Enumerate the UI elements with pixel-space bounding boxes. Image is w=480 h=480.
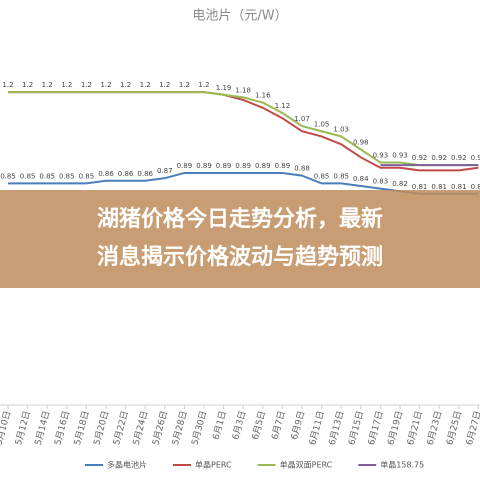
data-label: 1.2 — [140, 81, 151, 89]
data-label: 1.12 — [275, 102, 291, 110]
data-label: 0.83 — [373, 178, 389, 186]
data-label: 0.92 — [412, 154, 428, 162]
legend-label: 单晶PERC — [195, 460, 232, 470]
data-label: 1.07 — [294, 115, 310, 123]
data-label: 0.98 — [353, 139, 369, 147]
data-label: 0.86 — [98, 170, 114, 178]
data-label: 0.85 — [79, 172, 95, 180]
banner — [0, 190, 480, 288]
data-label: 0.92 — [431, 154, 447, 162]
data-label: 0.89 — [196, 162, 212, 170]
data-label: 0.81 — [412, 183, 428, 191]
data-label: 0.85 — [333, 172, 349, 180]
data-label: 0.81 — [451, 183, 467, 191]
data-label: 0.86 — [137, 170, 153, 178]
legend-label: 多晶电池片 — [107, 460, 147, 470]
data-label: 1.2 — [120, 81, 131, 89]
data-label: 0.86 — [118, 170, 134, 178]
data-label: 1.2 — [159, 81, 170, 89]
data-label: 1.2 — [100, 81, 111, 89]
data-label: 0.81 — [431, 183, 447, 191]
data-label: 0.93 — [392, 152, 408, 160]
data-label: 0.93 — [373, 152, 389, 160]
banner-text: 湖猪价格今日走势分析，最新 — [97, 206, 383, 232]
data-label: 1.2 — [61, 81, 72, 89]
banner-text: 消息揭示价格波动与趋势预测 — [97, 244, 383, 270]
data-label: 0.85 — [314, 172, 330, 180]
data-label: 0.85 — [0, 172, 16, 180]
legend-label: 单晶双面PERC — [280, 460, 333, 470]
data-label: 0.89 — [255, 162, 271, 170]
data-label: 0.85 — [20, 172, 36, 180]
data-label: 1.2 — [198, 81, 209, 89]
chart-title: 电池片（元/W） — [192, 9, 287, 24]
data-label: 1.16 — [255, 92, 271, 100]
data-label: 0.82 — [392, 180, 408, 188]
data-label: 1.2 — [81, 81, 92, 89]
legend-label: 单晶158.75 — [380, 460, 424, 470]
data-label: 0.87 — [157, 167, 173, 175]
data-label: 1.2 — [179, 81, 190, 89]
data-label: 0.89 — [216, 162, 232, 170]
data-label: 1.18 — [235, 86, 251, 94]
data-label: 0.89 — [235, 162, 251, 170]
series-line — [8, 91, 479, 167]
data-label: 1.19 — [216, 84, 232, 92]
data-label: 0.92 — [471, 154, 480, 162]
data-label: 1.03 — [333, 125, 349, 133]
data-label: 1.2 — [42, 81, 53, 89]
data-label: 1.2 — [22, 81, 33, 89]
data-label: 1.05 — [314, 120, 330, 128]
data-label: 0.81 — [471, 183, 480, 191]
data-label: 0.85 — [59, 172, 75, 180]
data-label: 0.89 — [275, 162, 291, 170]
data-label: 0.89 — [177, 162, 193, 170]
data-label: 0.92 — [451, 154, 467, 162]
data-label: 0.85 — [39, 172, 55, 180]
data-label: 0.84 — [353, 175, 369, 183]
data-label: 1.2 — [2, 81, 13, 89]
data-label: 0.88 — [294, 165, 310, 173]
